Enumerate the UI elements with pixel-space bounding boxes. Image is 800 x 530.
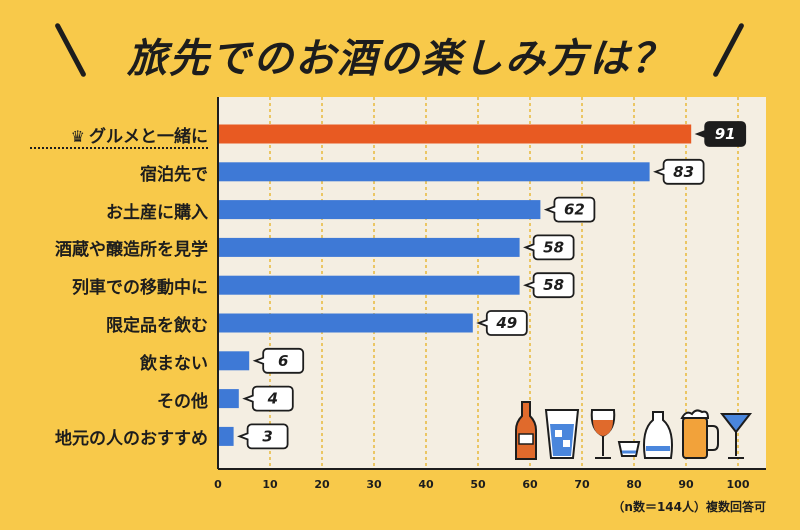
category-text-7: その他 bbox=[157, 391, 208, 412]
category-text-8: 地元の人のおすすめ bbox=[55, 429, 208, 450]
drinks-illustration bbox=[515, 401, 753, 460]
value-callout-2: 62 bbox=[543, 196, 596, 223]
sake-cup-icon bbox=[617, 441, 641, 457]
bar-5 bbox=[219, 313, 473, 333]
x-tick-label-10: 10 bbox=[262, 478, 278, 491]
x-tick-label-70: 70 bbox=[574, 478, 590, 491]
value-label-7: 4 bbox=[267, 390, 278, 408]
category-text-5: 限定品を飲む bbox=[106, 316, 208, 336]
value-callout-8: 3 bbox=[237, 423, 289, 450]
ice-cube-icon bbox=[555, 430, 562, 437]
x-tick-label-60: 60 bbox=[522, 478, 538, 491]
value-label-6: 6 bbox=[278, 352, 288, 370]
x-tick-label-20: 20 bbox=[314, 478, 330, 491]
x-tick-label-100: 100 bbox=[727, 478, 750, 491]
category-label-2: お土産に購入 bbox=[106, 198, 208, 223]
beer-mug-icon bbox=[682, 417, 708, 459]
value-callout-6: 6 bbox=[252, 347, 305, 374]
crown-icon: ♛ bbox=[70, 127, 85, 146]
value-callout-box-2 bbox=[543, 196, 596, 223]
value-callout-box-0 bbox=[694, 121, 747, 147]
value-callout-box-8 bbox=[237, 423, 289, 450]
value-callout-3: 58 bbox=[523, 234, 575, 261]
bar-0 bbox=[219, 124, 692, 144]
x-tick-label-40: 40 bbox=[418, 478, 434, 491]
category-text-4: 列車での移動中に bbox=[72, 278, 208, 299]
category-label-7: その他 bbox=[157, 387, 208, 412]
category-text-2: お土産に購入 bbox=[106, 202, 208, 223]
value-callout-5: 49 bbox=[476, 310, 528, 336]
sample-note: （n数＝144人）複数回答可 bbox=[612, 500, 766, 514]
bottle-label-icon bbox=[518, 433, 534, 445]
bar-6 bbox=[219, 351, 250, 371]
category-text-3: 酒蔵や醸造所を見学 bbox=[55, 240, 208, 261]
value-callout-7: 4 bbox=[242, 385, 294, 412]
x-tick-label-0: 0 bbox=[214, 478, 222, 491]
value-callout-box-1 bbox=[653, 158, 705, 185]
category-label-0: ♛ グルメと一緒に bbox=[71, 122, 208, 147]
x-tick-label-80: 80 bbox=[626, 478, 642, 491]
title-area: 旅先でのお酒の楽しみ方は？ bbox=[0, 18, 800, 88]
category-label-4: 列車での移動中に bbox=[72, 273, 208, 298]
value-callout-box-7 bbox=[242, 385, 294, 412]
value-label-0: 91 bbox=[715, 125, 736, 143]
category-text-0: グルメと一緒に bbox=[89, 127, 208, 147]
x-tick-label-50: 50 bbox=[470, 478, 486, 491]
sake-bottle-stripe-icon bbox=[646, 446, 670, 451]
category-label-3: 酒蔵や醸造所を見学 bbox=[55, 235, 208, 260]
bar-7 bbox=[219, 389, 239, 409]
category-label-1: 宿泊先で bbox=[140, 160, 208, 185]
bar-4 bbox=[219, 275, 520, 295]
value-label-4: 58 bbox=[543, 276, 564, 294]
value-callout-box-5 bbox=[476, 310, 528, 336]
mug-handle-icon bbox=[707, 425, 719, 451]
x-tick-label-90: 90 bbox=[678, 478, 694, 491]
category-label-5: 限定品を飲む bbox=[106, 311, 208, 336]
beer-foam-icon bbox=[680, 409, 710, 419]
value-callout-box-6 bbox=[252, 347, 305, 374]
value-callout-box-3 bbox=[523, 234, 575, 261]
category-label-8: 地元の人のおすすめ bbox=[55, 424, 208, 449]
value-label-1: 83 bbox=[673, 163, 694, 181]
x-tick-label-30: 30 bbox=[366, 478, 382, 491]
category-text-1: 宿泊先で bbox=[140, 164, 208, 185]
ice-cube-icon-2 bbox=[563, 440, 570, 447]
value-callout-box-4 bbox=[523, 272, 575, 299]
bar-3 bbox=[219, 237, 520, 257]
value-callout-4: 58 bbox=[523, 272, 575, 299]
wine-liquid-icon bbox=[593, 420, 613, 436]
glass-liquid-icon bbox=[550, 424, 574, 456]
chart-title: 旅先でのお酒の楽しみ方は？ bbox=[127, 36, 673, 82]
category-text-6: 飲まない bbox=[140, 353, 208, 374]
value-label-8: 3 bbox=[262, 427, 272, 445]
value-label-2: 62 bbox=[564, 201, 585, 219]
bar-8 bbox=[219, 426, 234, 446]
bar-2 bbox=[219, 200, 541, 220]
value-label-3: 58 bbox=[543, 238, 564, 256]
martini-glass-icon bbox=[719, 413, 753, 434]
bar-1 bbox=[219, 162, 650, 182]
value-callout-0: 91 bbox=[694, 121, 747, 147]
value-label-5: 49 bbox=[495, 314, 517, 332]
value-callout-1: 83 bbox=[653, 158, 705, 185]
top-category-underline bbox=[30, 147, 208, 149]
category-label-6: 飲まない bbox=[140, 349, 208, 374]
